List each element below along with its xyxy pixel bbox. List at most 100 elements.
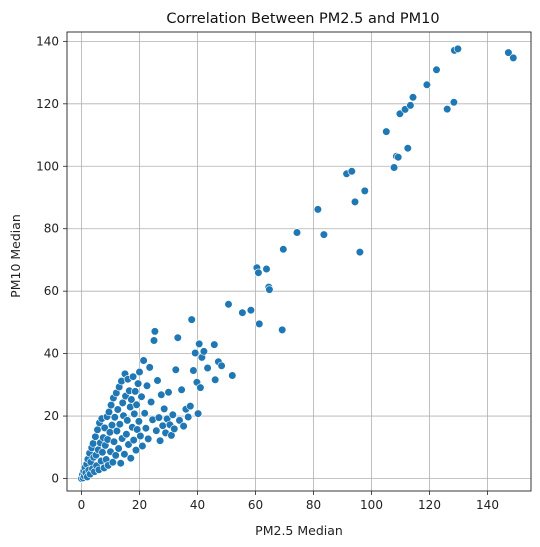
data-point (120, 450, 129, 459)
data-point (278, 325, 287, 335)
data-point (131, 446, 141, 455)
y-tick-label: 60 (44, 284, 59, 298)
chart-title: Correlation Between PM2.5 and PM10 (166, 11, 439, 27)
data-point (196, 383, 205, 392)
data-point (129, 436, 138, 445)
axis-ticks: 0 20 40 60 80 100 120 140 0 20 40 60 80 100 120 140 (36, 34, 499, 512)
data-point (111, 451, 120, 460)
data-point (255, 319, 264, 329)
data-point (123, 416, 132, 425)
plot-frame (66, 31, 532, 492)
data-point (130, 409, 139, 419)
data-point (210, 340, 219, 349)
data-point (122, 430, 131, 439)
data-point (88, 439, 98, 448)
data-point (116, 459, 125, 468)
data-point (153, 376, 162, 385)
data-point (112, 426, 121, 436)
data-point (195, 339, 204, 349)
data-point (171, 365, 180, 374)
data-point (184, 412, 193, 422)
data-point (104, 407, 114, 417)
data-point (443, 104, 452, 114)
data-point (152, 426, 161, 435)
data-point (139, 356, 148, 365)
data-point (135, 367, 144, 377)
data-point (127, 395, 136, 404)
data-point (157, 390, 166, 399)
data-point (203, 363, 212, 373)
data-point (228, 371, 237, 380)
x-tick-label: 120 (418, 498, 441, 512)
data-point (279, 245, 288, 254)
data-point (254, 268, 263, 277)
data-point (107, 421, 117, 430)
data-point (177, 385, 186, 394)
data-point (173, 333, 182, 342)
data-point (453, 44, 463, 54)
y-tick-label: 100 (36, 159, 59, 173)
data-point (110, 413, 119, 422)
data-point (168, 410, 177, 419)
data-points (77, 44, 518, 483)
data-point (106, 401, 116, 410)
data-point (422, 80, 432, 89)
x-tick-label: 40 (190, 498, 205, 512)
grid-lines (67, 32, 531, 491)
y-tick-label: 120 (36, 97, 59, 111)
x-tick-label: 140 (476, 498, 499, 512)
data-point (187, 315, 196, 324)
data-point (432, 65, 441, 74)
data-point (179, 422, 188, 431)
data-point (189, 366, 198, 375)
data-point (137, 392, 146, 401)
x-tick-label: 60 (248, 498, 263, 512)
data-point (408, 93, 418, 102)
data-point (262, 264, 271, 274)
data-point (124, 440, 133, 449)
data-point (403, 144, 412, 153)
data-point (156, 436, 165, 445)
data-point (140, 409, 149, 418)
data-point (164, 388, 173, 397)
data-point (350, 197, 360, 206)
data-point (395, 109, 405, 118)
data-point (105, 428, 114, 437)
data-point (141, 424, 150, 433)
data-point (313, 205, 323, 214)
data-point (145, 363, 154, 372)
data-point (504, 48, 513, 57)
data-point (98, 448, 107, 457)
data-point (142, 381, 152, 390)
data-point (154, 413, 163, 422)
y-tick-label: 40 (44, 347, 59, 361)
y-tick-label: 80 (44, 222, 59, 236)
x-axis-label: PM2.5 Median (255, 523, 343, 538)
data-point (114, 444, 123, 453)
data-point (194, 409, 203, 418)
data-point (292, 228, 302, 237)
data-point (108, 458, 117, 467)
data-point (158, 421, 167, 430)
data-point (118, 398, 127, 408)
data-point (394, 153, 403, 162)
data-point (147, 397, 156, 407)
data-point (199, 347, 208, 356)
data-point (246, 306, 255, 315)
data-point (126, 454, 135, 463)
data-point (191, 348, 200, 358)
x-tick-label: 80 (306, 498, 321, 512)
data-point (186, 402, 195, 411)
data-point (113, 405, 122, 414)
data-point (134, 417, 143, 426)
data-point (160, 404, 169, 414)
data-point (211, 375, 220, 384)
data-point (100, 423, 109, 433)
data-point (91, 432, 100, 441)
data-point (175, 416, 184, 425)
y-tick-label: 20 (44, 409, 59, 423)
data-point (129, 372, 138, 381)
data-point (136, 431, 145, 441)
